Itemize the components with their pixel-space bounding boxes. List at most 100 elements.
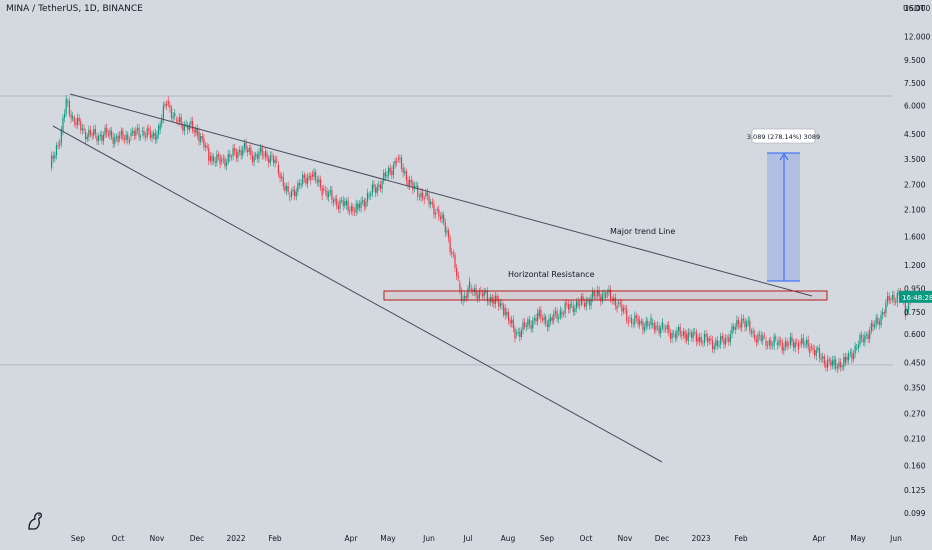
candle-body bbox=[640, 321, 642, 324]
candle-body bbox=[739, 324, 741, 328]
candle bbox=[135, 126, 137, 140]
candle bbox=[809, 343, 811, 358]
candle-body bbox=[817, 348, 819, 351]
symbol-title: MINA / TetherUS, 1D, BINANCE bbox=[6, 4, 143, 14]
candle bbox=[391, 166, 393, 180]
candle bbox=[509, 317, 511, 327]
candle bbox=[214, 157, 216, 167]
candle-body bbox=[676, 331, 678, 339]
candle-body bbox=[384, 172, 386, 177]
candle-body bbox=[88, 129, 90, 137]
current-price-badge: 16:48:28 bbox=[899, 290, 932, 303]
resistance-label: Horizontal Resistance bbox=[508, 270, 595, 279]
candle bbox=[219, 153, 221, 169]
candle bbox=[483, 287, 485, 301]
candle-body bbox=[632, 323, 634, 325]
candle bbox=[315, 169, 317, 184]
candle-body bbox=[882, 312, 884, 316]
candle bbox=[666, 322, 668, 334]
candle-body bbox=[281, 176, 283, 179]
candle-body bbox=[55, 145, 58, 156]
candle bbox=[65, 94, 67, 117]
candle-body bbox=[703, 334, 706, 343]
candle-body bbox=[893, 294, 895, 302]
candle-body bbox=[170, 108, 173, 118]
candle-body bbox=[831, 360, 834, 366]
candle bbox=[132, 126, 134, 136]
candle-body bbox=[468, 281, 471, 289]
candle bbox=[699, 332, 701, 347]
candle bbox=[656, 321, 659, 332]
candle-body bbox=[263, 155, 265, 157]
candle bbox=[156, 130, 158, 144]
candle-body bbox=[548, 318, 550, 328]
candle-body bbox=[867, 334, 869, 340]
candle bbox=[833, 355, 835, 370]
candle bbox=[250, 144, 252, 160]
candle bbox=[835, 356, 837, 372]
candle-body bbox=[409, 179, 411, 186]
candle bbox=[355, 199, 357, 217]
candle bbox=[645, 316, 647, 332]
candle-body bbox=[797, 343, 800, 350]
candle bbox=[441, 211, 443, 224]
candle bbox=[540, 306, 542, 324]
candle bbox=[85, 128, 87, 144]
candle-body bbox=[73, 117, 75, 123]
candle bbox=[456, 264, 458, 281]
candle-body bbox=[663, 327, 665, 329]
candle bbox=[120, 127, 122, 140]
candle bbox=[810, 343, 812, 352]
candle bbox=[282, 172, 284, 191]
candle bbox=[648, 321, 650, 330]
candle-body bbox=[825, 364, 827, 368]
candle-body bbox=[123, 138, 126, 140]
candle-body bbox=[595, 295, 597, 297]
candle bbox=[906, 306, 908, 316]
candle bbox=[582, 293, 584, 306]
candle bbox=[149, 126, 152, 141]
candle bbox=[859, 332, 861, 348]
candle-body bbox=[716, 340, 719, 346]
candle bbox=[820, 353, 822, 363]
candle-body bbox=[279, 173, 281, 179]
candle bbox=[579, 299, 581, 310]
candle-body bbox=[101, 135, 103, 141]
candle bbox=[353, 207, 356, 217]
tradingview-logo-icon[interactable] bbox=[24, 510, 46, 532]
candle-body bbox=[341, 200, 343, 202]
candle-body bbox=[888, 295, 890, 301]
candle-body bbox=[345, 200, 348, 206]
candle-body bbox=[318, 179, 320, 183]
candle bbox=[460, 287, 463, 304]
candle-body bbox=[532, 320, 534, 329]
candle bbox=[486, 287, 488, 306]
candle-body bbox=[802, 338, 804, 345]
candle-body bbox=[767, 344, 769, 346]
candle bbox=[222, 154, 224, 164]
candle-body bbox=[182, 124, 184, 131]
candle bbox=[375, 184, 377, 197]
candle-body bbox=[274, 159, 276, 164]
candle-body bbox=[584, 303, 586, 307]
candle-body bbox=[379, 184, 382, 189]
candle-body bbox=[127, 134, 129, 140]
candle bbox=[216, 150, 218, 167]
candle-body bbox=[159, 124, 161, 130]
candle bbox=[67, 98, 69, 107]
candle bbox=[512, 315, 514, 333]
candle-body bbox=[326, 190, 328, 198]
candle-body bbox=[609, 289, 612, 299]
x-axis-tick: May bbox=[380, 534, 396, 543]
candle bbox=[585, 296, 587, 312]
candle bbox=[78, 114, 80, 126]
candle-body bbox=[528, 319, 531, 325]
candle-body bbox=[481, 293, 484, 297]
candle bbox=[841, 363, 843, 371]
candle-body bbox=[412, 182, 414, 191]
candle-body bbox=[196, 128, 199, 136]
candle-body bbox=[217, 154, 220, 157]
candle-body bbox=[135, 130, 137, 136]
